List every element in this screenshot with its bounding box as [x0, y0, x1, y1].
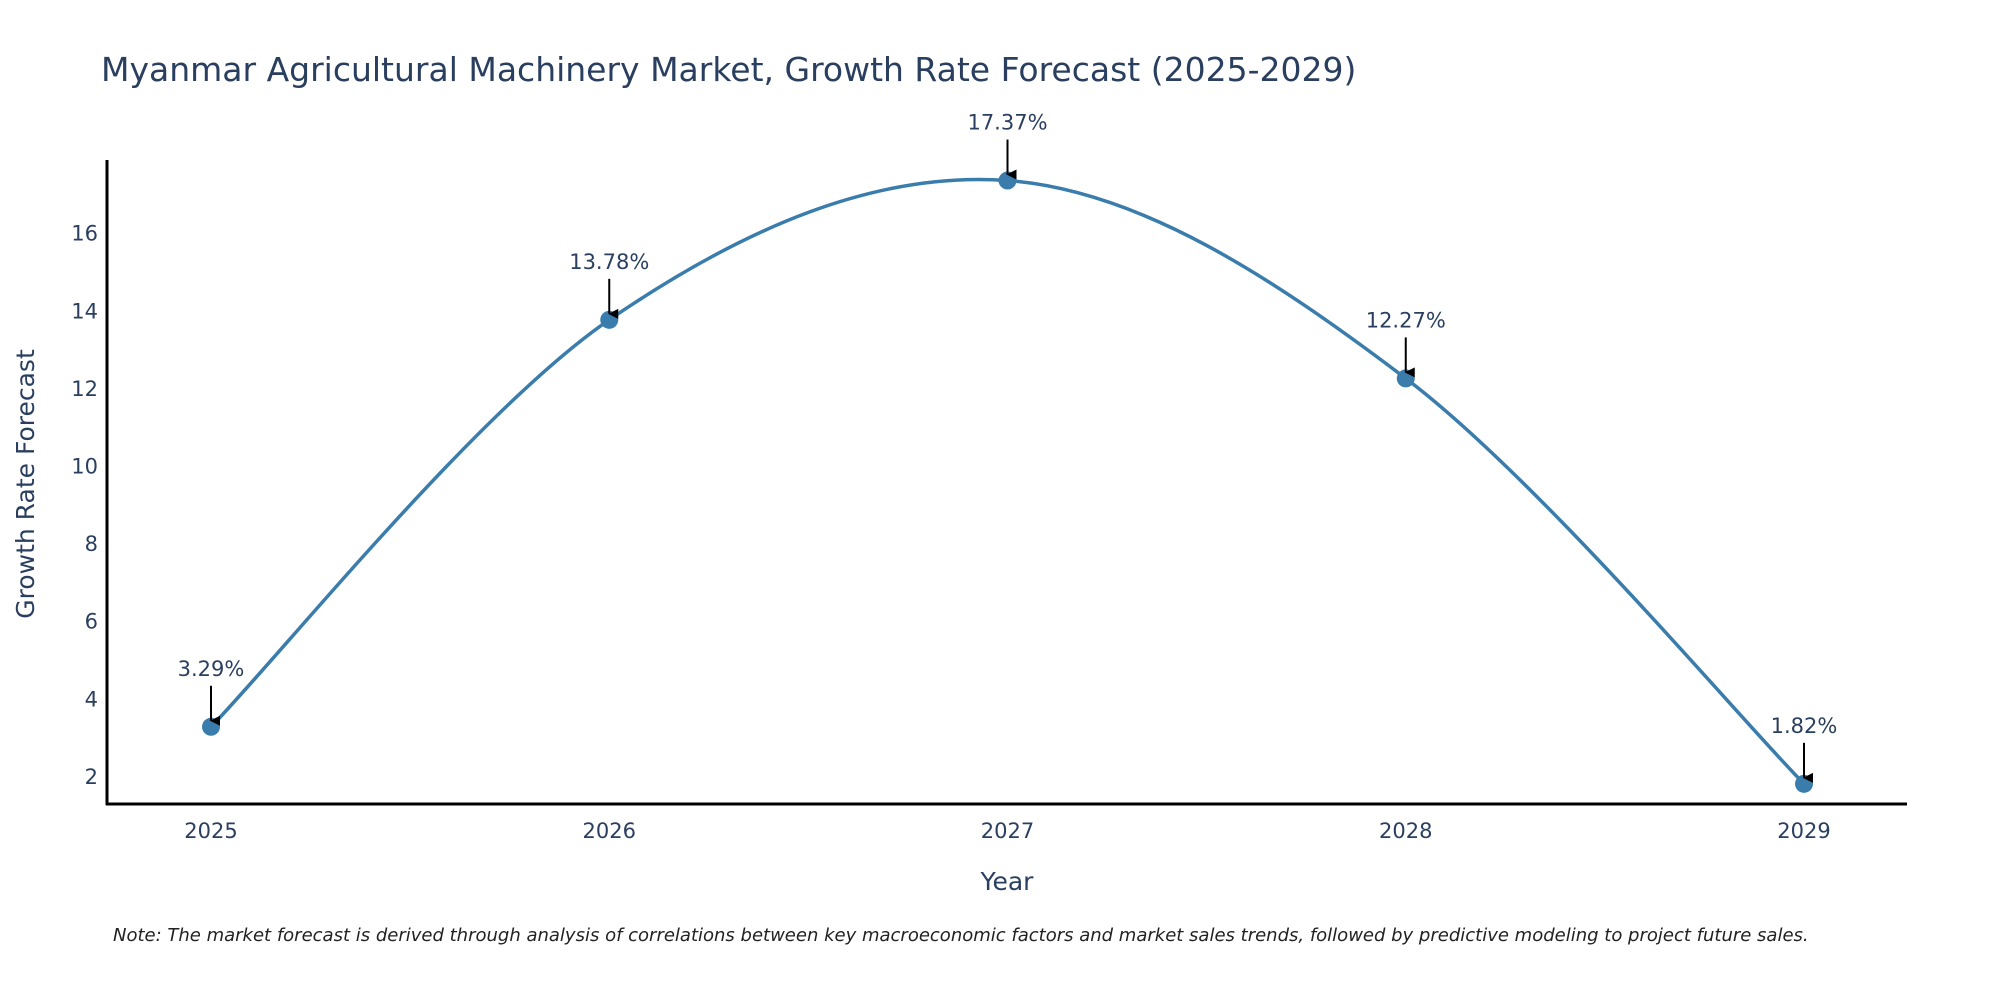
data-label: 12.27% — [1366, 308, 1446, 332]
x-tick-label: 2026 — [583, 819, 636, 843]
y-tick-label: 6 — [85, 610, 98, 634]
y-tick-label: 12 — [71, 377, 98, 401]
data-points — [202, 171, 1813, 793]
data-label: 3.29% — [178, 657, 245, 681]
data-annotations: 3.29% 13.78% 17.37% 12.27% 1.82% — [178, 111, 1838, 783]
x-tick-label: 2028 — [1379, 819, 1432, 843]
x-axis-title: Year — [980, 867, 1035, 896]
data-label: 17.37% — [967, 111, 1047, 135]
data-label: 13.78% — [569, 250, 649, 274]
x-axis-ticks: 2025 2026 2027 2028 2029 — [184, 819, 1830, 843]
y-tick-label: 10 — [71, 454, 98, 478]
y-axis-title: Growth Rate Forecast — [11, 349, 40, 619]
data-label: 1.82% — [1771, 714, 1838, 738]
y-tick-label: 2 — [85, 765, 98, 789]
series-line — [209, 177, 1806, 786]
y-tick-label: 16 — [71, 222, 98, 246]
x-tick-label: 2027 — [981, 819, 1034, 843]
y-tick-label: 8 — [85, 532, 98, 556]
y-tick-label: 4 — [85, 687, 98, 711]
x-tick-label: 2025 — [184, 819, 237, 843]
y-axis-ticks: 2 4 6 8 10 12 14 16 — [71, 222, 98, 789]
x-tick-label: 2029 — [1777, 819, 1830, 843]
y-tick-label: 14 — [71, 299, 98, 323]
footnote: Note: The market forecast is derived thr… — [113, 925, 1809, 946]
chart-title: Myanmar Agricultural Machinery Market, G… — [101, 50, 1356, 89]
